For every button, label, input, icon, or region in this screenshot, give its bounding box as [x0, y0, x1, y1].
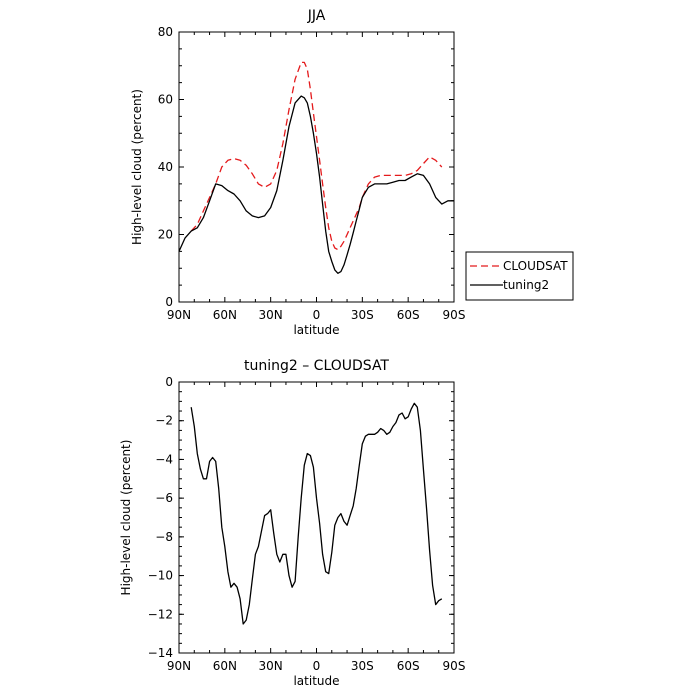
- top-panel: 90N 60N 30N 0 30S 60S 90S 0 20 40 60 80 JJA latitude H…: [130, 8, 465, 337]
- series-line-diff: [190, 402, 443, 625]
- x-tick-label: 0: [313, 308, 321, 322]
- x-tick-label: 60N: [213, 308, 237, 322]
- y-tick-label: −10: [148, 569, 173, 583]
- y-tick-label: 40: [158, 160, 173, 174]
- y-tick-label: −14: [148, 646, 173, 660]
- y-tick-label: 0: [165, 375, 173, 389]
- y-tick-label: −2: [155, 414, 173, 428]
- y-tick-label: 60: [158, 93, 173, 107]
- legend-label-tuning2: tuning2: [503, 278, 549, 292]
- x-tick-label: 60S: [397, 659, 420, 673]
- bottom-panel: 90N 60N 30N 0 30S 60S 90S −14 −12 −10 −8 −6 −4 −2 0 tun…: [119, 358, 465, 688]
- x-tick-label: 90N: [167, 659, 191, 673]
- legend: CLOUDSAT tuning2: [465, 251, 574, 301]
- chart-title: JJA: [307, 8, 326, 24]
- x-tick-label: 90S: [443, 659, 466, 673]
- y-axis-label: High-level cloud (percent): [130, 89, 144, 245]
- x-tick-label: 90N: [167, 308, 191, 322]
- plot-frame: [178, 381, 455, 654]
- x-tick-label: 30N: [259, 308, 283, 322]
- x-axis-label: latitude: [293, 323, 339, 337]
- series-line-tuning2: [178, 95, 454, 274]
- y-axis-label: High-level cloud (percent): [119, 440, 133, 596]
- x-tick-label: 30S: [351, 308, 374, 322]
- y-tick-label: 0: [165, 295, 173, 309]
- y-tick-label: −4: [155, 452, 173, 466]
- x-tick-label: 60N: [213, 659, 237, 673]
- legend-box: [465, 251, 574, 301]
- y-tick-label: 20: [158, 228, 173, 242]
- x-tick-label: 60S: [397, 308, 420, 322]
- plot-frame: [178, 31, 455, 303]
- x-tick-label: 30S: [351, 659, 374, 673]
- x-tick-label: 0: [313, 659, 321, 673]
- x-tick-label: 30N: [259, 659, 283, 673]
- y-tick-label: −12: [148, 607, 173, 621]
- x-tick-label: 90S: [443, 308, 466, 322]
- chart-title: tuning2 – CLOUDSAT: [244, 358, 389, 374]
- y-tick-label: −8: [155, 530, 173, 544]
- series-line-cloudsat: [190, 61, 443, 251]
- legend-label-cloudsat: CLOUDSAT: [503, 259, 568, 273]
- y-tick-label: 80: [158, 25, 173, 39]
- y-tick-label: −6: [155, 491, 173, 505]
- x-axis-label: latitude: [293, 674, 339, 688]
